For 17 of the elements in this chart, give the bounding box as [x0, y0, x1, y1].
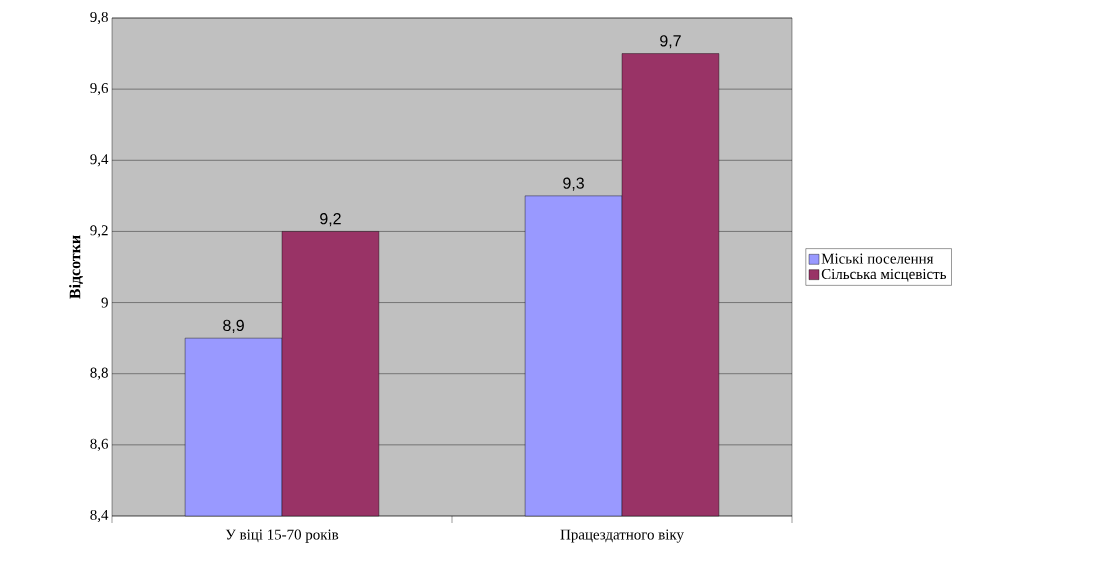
legend-label: Міські поселення — [821, 253, 934, 264]
data-label: 8,9 — [223, 319, 244, 333]
x-tick-label: У віці 15-70 років — [225, 529, 339, 543]
x-tick-label: Працездатного віку — [560, 529, 684, 543]
data-label: 9,3 — [563, 177, 584, 191]
legend-label: Сільська місцевість — [821, 268, 947, 282]
y-tick-label: 8,4 — [90, 509, 109, 523]
y-tick-label: 9,6 — [90, 83, 109, 96]
y-tick-label: 8,8 — [90, 367, 108, 380]
data-label: 9,2 — [320, 213, 341, 227]
y-tick-label: 9 — [101, 297, 108, 308]
y-tick-label: 9,8 — [90, 11, 108, 25]
y-axis-title: Відсотки — [69, 235, 83, 299]
y-tick-label: 9,4 — [90, 154, 109, 167]
data-label: 9,7 — [660, 35, 681, 49]
y-tick-label: 9,2 — [90, 225, 108, 238]
y-tick-label: 8,6 — [90, 438, 109, 451]
